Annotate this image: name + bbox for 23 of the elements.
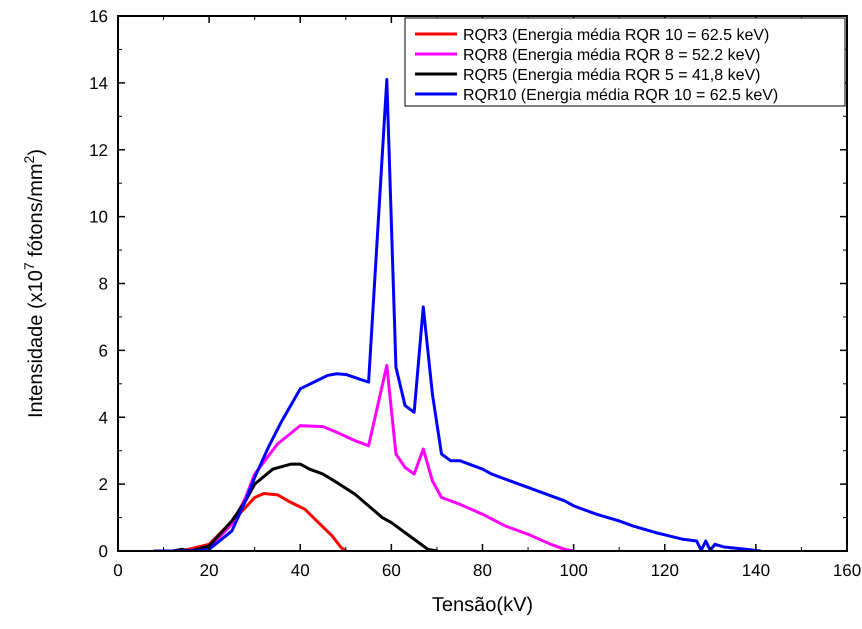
x-tick-label: 60 [382,561,401,580]
y-tick-label: 0 [98,542,108,561]
legend-label: RQR3 (Energia média RQR 10 = 62.5 keV) [463,27,770,44]
x-tick-label: 80 [473,561,492,580]
y-tick-label: 14 [89,74,108,93]
legend-label: RQR10 (Energia média RQR 10 = 62.5 keV) [463,87,778,104]
x-axis-title: Tensão(kV) [432,594,534,616]
y-tick-label: 16 [89,7,108,26]
x-tick-label: 140 [742,561,770,580]
y-tick-label: 12 [89,140,108,160]
y-tick-label: 8 [98,274,108,294]
x-tick-label: 0 [113,561,123,580]
y-tick-label: 6 [98,341,108,360]
x-tick-label: 20 [200,561,219,580]
x-tick-label: 120 [650,561,679,580]
legend-label: RQR8 (Energia média RQR 8 = 52.2 keV) [463,47,760,64]
x-tick-label: 160 [832,561,862,580]
y-tick-label: 4 [98,408,108,428]
x-tick-label: 100 [559,561,588,580]
x-tick-label: 40 [290,561,310,580]
y-tick-label: 10 [89,208,108,227]
legend-label: RQR5 (Energia média RQR 5 = 41,8 keV) [463,67,760,84]
y-tick-label: 2 [98,475,108,494]
